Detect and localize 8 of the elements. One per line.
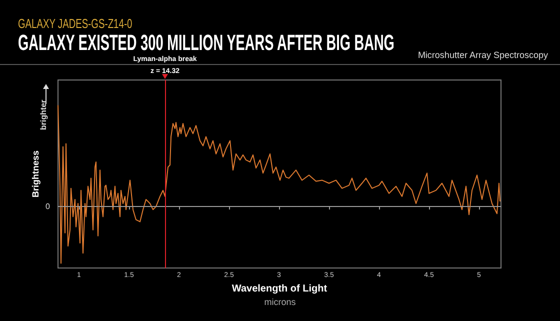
y-axis-title: Brightness	[30, 150, 40, 198]
chart-title: GALAXY EXISTED 300 MILLION YEARS AFTER BIG BANG	[18, 30, 394, 56]
text: Microshutter Array Spectroscopy	[418, 50, 548, 60]
ref-line-label: 0	[46, 202, 51, 212]
chart-subtitle: GALAXY JADES-GS-Z14-0	[18, 16, 132, 31]
x-axis-title: Wavelength of Light	[232, 283, 328, 294]
text: brighter	[39, 100, 48, 130]
text: microns	[263, 297, 297, 307]
